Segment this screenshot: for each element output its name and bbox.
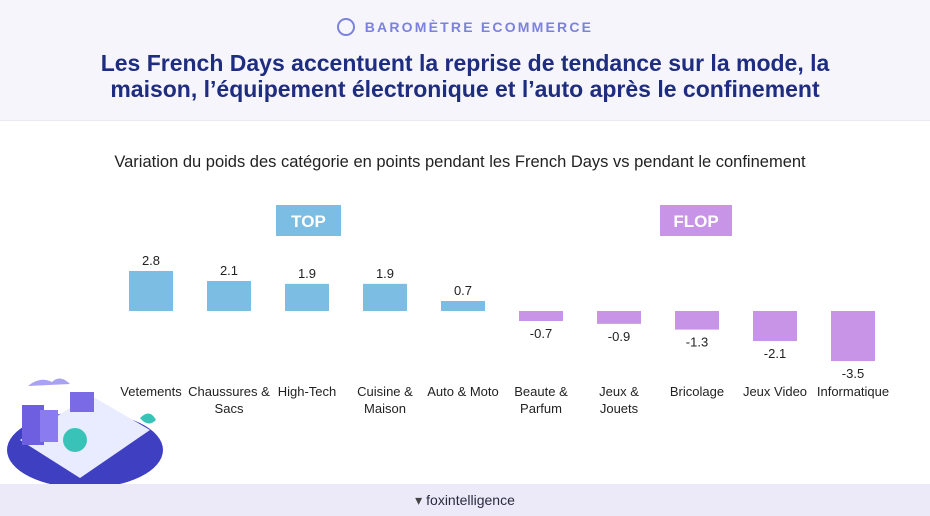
title-line: maison, l’équipement électronique et l’a… [110, 76, 820, 102]
kicker: BAROMÈTRE ECOMMERCE [0, 18, 930, 36]
x-tick-label: High-Tech [277, 384, 337, 399]
value-label: -3.5 [842, 366, 864, 381]
x-tick-label: Beaute & Parfum [514, 384, 568, 416]
annotation: TOP [291, 212, 326, 231]
annotation-box [276, 205, 341, 236]
annotation-box [660, 205, 732, 236]
x-tick-label: Cuisine & Maison [357, 384, 413, 416]
brand: foxintelligence [426, 492, 515, 508]
x-tick-label: Vetements [120, 384, 182, 399]
value-label: 2.8 [142, 253, 160, 268]
annotation: FLOP [673, 212, 718, 231]
value-label: -0.9 [608, 329, 630, 344]
chart-title: Variation du poids des catégorie en poin… [114, 153, 806, 171]
value-label: -1.3 [686, 335, 708, 350]
chart: Variation du poids des catégorie en poin… [7, 153, 875, 484]
value-label: 1.9 [376, 266, 394, 281]
x-tick-label: Bricolage [669, 384, 725, 399]
illustration [7, 378, 163, 484]
bar [831, 311, 875, 362]
bar [753, 311, 797, 342]
bar [675, 311, 719, 330]
value-label: -2.1 [764, 346, 786, 361]
bar [519, 311, 563, 322]
kicker-text: BAROMÈTRE ECOMMERCE [364, 19, 594, 35]
value-label: 0.7 [454, 283, 472, 298]
x-tick-label: Jeux & Jouets [599, 384, 639, 416]
x-tick-label: Auto & Moto [427, 384, 499, 399]
bar [129, 270, 173, 311]
x-tick-label: Chaussures & Sacs [188, 384, 270, 416]
value-label: 1.9 [298, 266, 316, 281]
x-tick-label: Jeux Video [742, 384, 808, 399]
title-line: Les French Days accentuent la reprise de… [100, 50, 830, 76]
bar [441, 300, 485, 311]
title: Les French Days accentuent la reprise de… [0, 50, 930, 102]
footer: ▾ foxintelligence [0, 484, 930, 516]
value-label: -0.7 [530, 326, 552, 341]
bar [363, 283, 407, 311]
bar [285, 283, 329, 311]
header [0, 0, 930, 121]
bar [207, 280, 251, 311]
x-tick-label: Informatique [816, 384, 890, 399]
value-label: 2.1 [220, 263, 238, 278]
bar [597, 311, 641, 324]
